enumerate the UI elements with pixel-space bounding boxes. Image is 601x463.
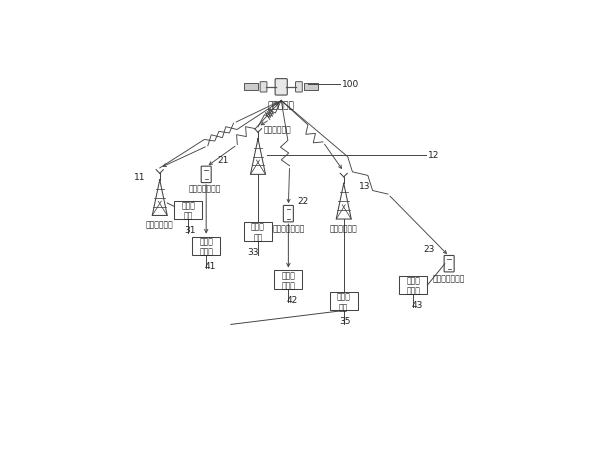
- Text: 41: 41: [204, 261, 215, 270]
- FancyBboxPatch shape: [174, 201, 203, 220]
- Text: 北斗定位基站: 北斗定位基站: [330, 224, 358, 233]
- Text: 北斗卫星群: 北斗卫星群: [268, 101, 294, 110]
- Text: 21: 21: [217, 156, 228, 165]
- Text: 13: 13: [359, 181, 371, 190]
- FancyBboxPatch shape: [260, 82, 267, 93]
- FancyBboxPatch shape: [400, 276, 427, 295]
- FancyBboxPatch shape: [304, 84, 319, 91]
- Text: 42: 42: [286, 295, 297, 304]
- Text: 北斗指
挥机: 北斗指 挥机: [251, 222, 265, 242]
- Text: 35: 35: [340, 317, 351, 325]
- Text: 北斗通
信模块: 北斗通 信模块: [406, 276, 420, 295]
- Text: 100: 100: [342, 80, 359, 89]
- Text: 11: 11: [135, 172, 146, 181]
- FancyBboxPatch shape: [296, 82, 302, 93]
- FancyBboxPatch shape: [244, 223, 272, 241]
- FancyBboxPatch shape: [330, 292, 358, 311]
- Text: 北斗定位移动站: 北斗定位移动站: [433, 273, 465, 282]
- FancyBboxPatch shape: [192, 237, 220, 256]
- FancyBboxPatch shape: [283, 206, 293, 222]
- Text: 北斗通
信模块: 北斗通 信模块: [281, 270, 295, 290]
- Text: 43: 43: [411, 300, 423, 309]
- Text: 北斗定位基站: 北斗定位基站: [146, 220, 174, 229]
- Text: 北斗定位移动站: 北斗定位移动站: [188, 184, 221, 193]
- FancyBboxPatch shape: [444, 256, 454, 272]
- FancyBboxPatch shape: [201, 167, 211, 183]
- Text: 12: 12: [428, 151, 439, 160]
- Text: 22: 22: [297, 196, 308, 205]
- Text: 23: 23: [424, 244, 435, 253]
- Text: 北斗指
挥机: 北斗指 挥机: [337, 292, 350, 311]
- FancyBboxPatch shape: [275, 80, 287, 96]
- Text: 33: 33: [247, 247, 258, 256]
- Text: 北斗通
信模块: 北斗通 信模块: [200, 237, 213, 256]
- Text: 北斗定位基站: 北斗定位基站: [264, 125, 291, 134]
- Text: 北斗指
挥机: 北斗指 挥机: [182, 201, 195, 220]
- Text: 31: 31: [185, 225, 196, 235]
- FancyBboxPatch shape: [275, 271, 302, 289]
- FancyBboxPatch shape: [244, 84, 258, 91]
- Text: 北斗定位移动站: 北斗定位移动站: [272, 224, 305, 232]
